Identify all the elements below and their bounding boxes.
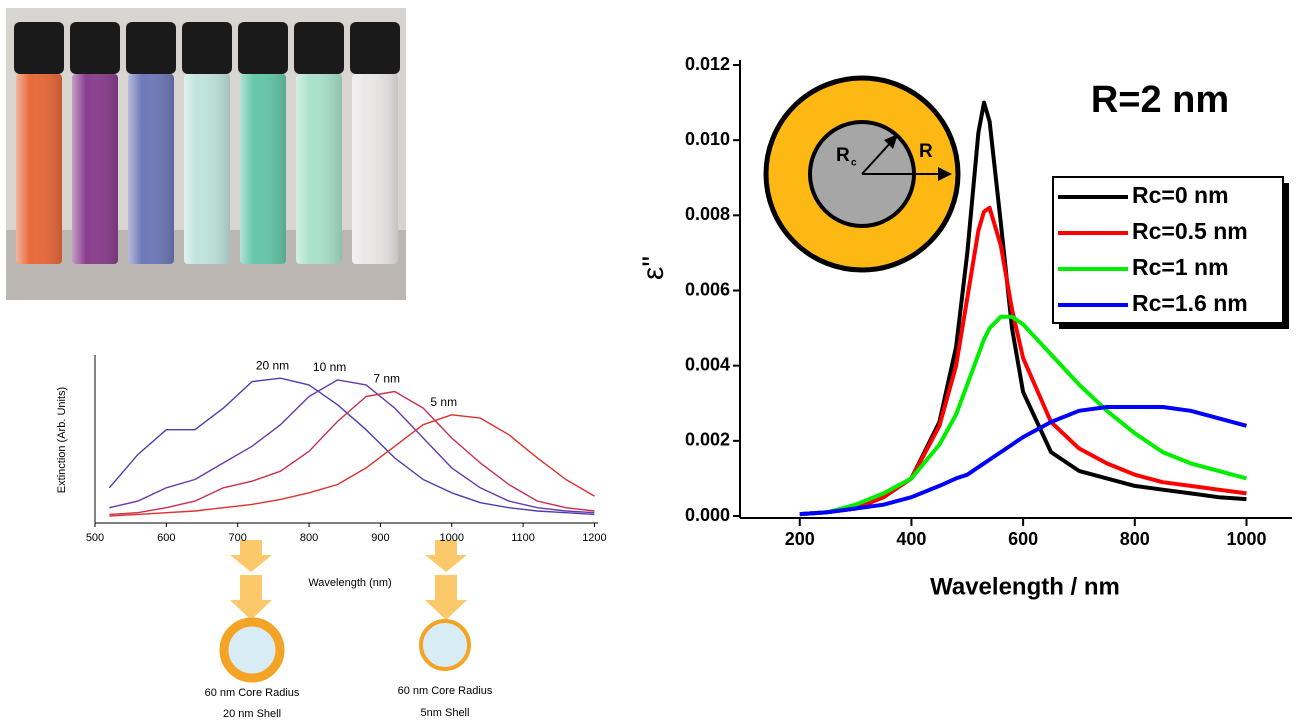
x-tick-label: 1200: [582, 532, 606, 544]
vial-cap: [70, 22, 120, 74]
x-tick-label: 400: [896, 529, 926, 549]
y-axis-label: ε": [637, 256, 670, 280]
series-label: 7 nm: [373, 372, 400, 386]
annotation: 5nm Shell: [421, 707, 470, 719]
x-axis-label: Wavelength (nm): [308, 577, 391, 589]
x-tick-label: 700: [229, 532, 247, 544]
inset-label: c: [851, 158, 857, 169]
vial-cap: [350, 22, 400, 74]
y-axis-label: Extinction (Arb. Units): [56, 387, 68, 493]
legend: Rc=0 nm Rc=0.5 nm Rc=1 nm Rc=1.6 nm: [1053, 177, 1289, 329]
vial-cap: [294, 22, 344, 74]
vial-glass: [128, 74, 174, 264]
core-shell-inset: R c R: [766, 78, 958, 270]
x-tick-label: 1000: [439, 532, 463, 544]
vial-glass: [296, 74, 342, 264]
shell-particle: [421, 621, 469, 669]
inset-label: R: [836, 145, 850, 166]
y-tick-label: 0.004: [685, 354, 730, 374]
series-label: 10 nm: [313, 360, 346, 374]
arrow: [425, 575, 467, 620]
series-line: [109, 380, 594, 513]
epsilon-chart: R=2 nm ε" Wavelength / nm R c R 200 400 60…: [637, 54, 1292, 601]
vial-cap: [238, 22, 288, 74]
vial-glass: [352, 74, 398, 264]
chart-title: R=2 nm: [1091, 79, 1229, 121]
series-label: 5 nm: [430, 395, 457, 409]
vial-cap: [182, 22, 232, 74]
vial-cap: [14, 22, 64, 74]
y-tick-label: 0.002: [685, 430, 730, 450]
annotation: 20 nm Shell: [223, 708, 281, 720]
annotation: 60 nm Core Radius: [205, 687, 300, 699]
extinction-chart: Extinction (Arb. Units) Wavelength (nm) …: [56, 355, 607, 720]
vial-cap: [126, 22, 176, 74]
vial-glass: [72, 74, 118, 264]
x-axis-label: Wavelength / nm: [930, 573, 1120, 600]
y-tick-label: 0.000: [685, 505, 730, 525]
legend-label: Rc=1 nm: [1132, 254, 1229, 280]
x-tick-label: 600: [1008, 529, 1038, 549]
y-tick-label: 0.006: [685, 279, 730, 299]
series-line: [109, 378, 594, 514]
figure: Extinction (Arb. Units) Wavelength (nm) …: [0, 0, 1299, 723]
inset-label: R: [919, 141, 933, 162]
x-tick-label: 800: [1120, 529, 1150, 549]
x-tick-label: 900: [371, 532, 389, 544]
annotation: 60 nm Core Radius: [398, 685, 493, 697]
y-tick-label: 0.012: [685, 54, 730, 74]
series-line: [109, 392, 594, 515]
arrow: [425, 540, 467, 572]
arrow: [230, 575, 272, 620]
vial-glass: [184, 74, 230, 264]
x-tick-label: 1100: [511, 532, 535, 544]
x-tick-label: 1000: [1226, 529, 1266, 549]
y-tick-label: 0.008: [685, 204, 730, 224]
legend-label: Rc=1.6 nm: [1132, 290, 1248, 316]
x-tick-label: 500: [86, 532, 104, 544]
vial-glass: [16, 74, 62, 264]
y-tick-label: 0.010: [685, 129, 730, 149]
vial-photo: [6, 8, 406, 300]
vial-glass: [240, 74, 286, 264]
x-tick-label: 800: [300, 532, 318, 544]
legend-label: Rc=0 nm: [1132, 182, 1229, 208]
shell-particle: [224, 622, 280, 678]
x-tick-label: 600: [157, 532, 175, 544]
arrow: [230, 540, 272, 572]
series-label: 20 nm: [256, 358, 289, 372]
legend-label: Rc=0.5 nm: [1132, 218, 1248, 244]
x-tick-label: 200: [785, 529, 815, 549]
